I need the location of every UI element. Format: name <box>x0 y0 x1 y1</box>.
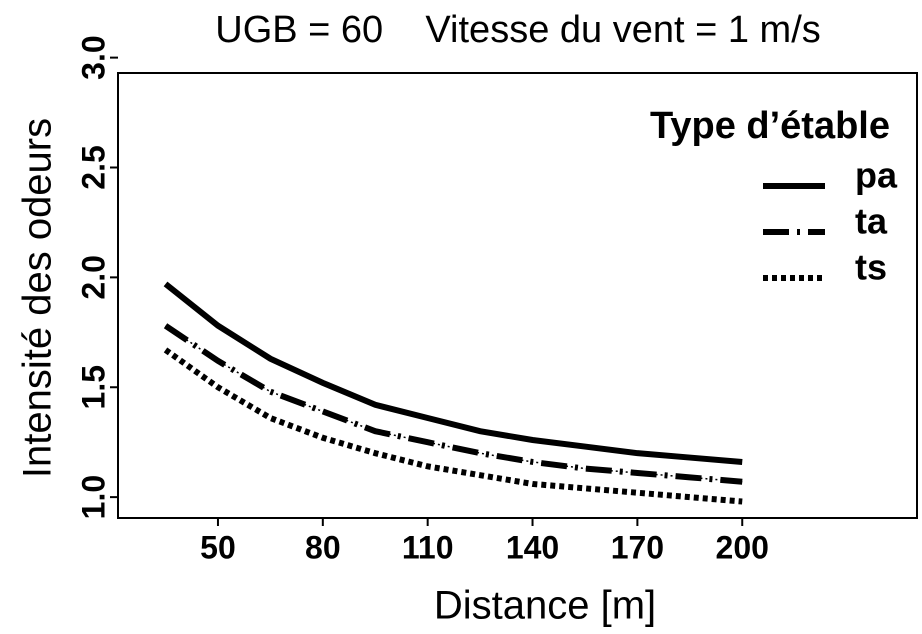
line-series <box>163 347 743 505</box>
line-series-thin <box>165 325 743 483</box>
legend-label: ts <box>855 247 887 288</box>
legend-title: Type d’étable <box>650 105 890 147</box>
x-tick-label: 110 <box>402 529 454 565</box>
legend-label: ta <box>855 201 888 242</box>
x-tick-label: 170 <box>611 529 664 565</box>
legend-label: pa <box>855 155 898 196</box>
x-tick-label: 200 <box>716 529 769 565</box>
x-tick-label: 50 <box>200 529 236 565</box>
y-tick-label: 2.0 <box>75 255 111 299</box>
y-axis-label: Intensité des odeurs <box>16 118 60 478</box>
chart-title: UGB = 60 Vitesse du vent = 1 m/s <box>215 9 821 51</box>
y-tick-label: 1.5 <box>75 365 111 409</box>
plot-frame <box>117 72 918 519</box>
x-tick-label: 140 <box>506 529 559 565</box>
x-tick-label: 80 <box>305 529 341 565</box>
y-tick-label: 2.5 <box>75 145 111 189</box>
y-tick-label: 3.0 <box>75 35 111 79</box>
x-axis-label: Distance [m] <box>434 584 656 628</box>
y-tick-label: 1.0 <box>75 475 111 519</box>
line-series <box>163 281 743 465</box>
